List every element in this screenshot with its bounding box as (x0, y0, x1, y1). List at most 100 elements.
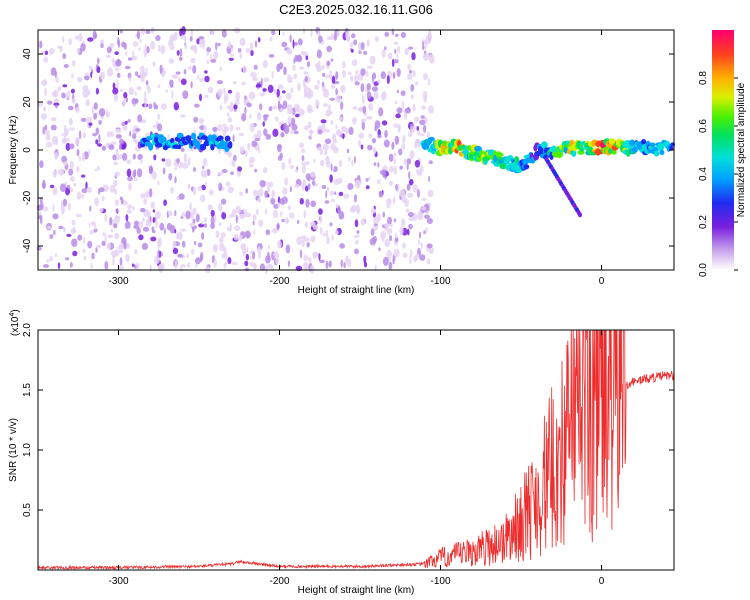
noise-speckle (170, 186, 174, 194)
noise-speckle (292, 64, 296, 71)
noise-speckle (427, 78, 431, 86)
noise-speckle (304, 125, 309, 131)
noise-speckle (244, 230, 251, 239)
noise-speckle (353, 234, 360, 238)
noise-speckle (290, 129, 295, 135)
noise-speckle (204, 94, 209, 99)
noise-speckle (229, 124, 234, 132)
noise-speckle (254, 168, 258, 173)
colorbar-gradient (712, 30, 734, 270)
noise-speckle (393, 123, 399, 128)
signal-mark (228, 141, 233, 149)
noise-speckle (46, 129, 50, 139)
y-tick-label: -20 (22, 190, 33, 205)
noise-speckle (144, 100, 147, 110)
noise-speckle (347, 71, 352, 76)
noise-speckle (262, 59, 268, 69)
noise-speckle (390, 223, 393, 228)
noise-speckle (63, 136, 67, 143)
noise-speckle (125, 51, 128, 56)
noise-speckle (86, 186, 93, 193)
noise-speckle (219, 104, 223, 111)
noise-speckle (343, 193, 350, 199)
noise-speckle (285, 187, 288, 193)
noise-speckle (297, 220, 300, 224)
noise-speckle (351, 204, 357, 213)
noise-speckle (366, 65, 373, 69)
noise-speckle (427, 189, 434, 198)
noise-speckle (380, 230, 387, 240)
noise-speckle (280, 210, 283, 218)
noise-speckle (114, 171, 120, 177)
noise-speckle (365, 178, 369, 182)
noise-speckle (301, 110, 305, 115)
noise-speckle (230, 53, 234, 57)
noise-speckle (309, 128, 313, 139)
noise-speckle (342, 133, 345, 140)
noise-speckle (249, 122, 255, 132)
noise-speckle (329, 174, 333, 183)
noise-speckle (199, 39, 202, 48)
noise-speckle (257, 246, 261, 254)
noise-speckle (301, 148, 306, 153)
noise-speckle (305, 161, 310, 165)
noise-speckle (172, 240, 177, 250)
noise-speckle (57, 262, 61, 270)
noise-speckle (303, 210, 307, 219)
noise-speckle (403, 111, 408, 120)
noise-speckle (88, 149, 91, 155)
noise-speckle (62, 36, 65, 43)
noise-speckle (333, 33, 338, 41)
noise-speckle (306, 242, 310, 248)
noise-speckle (219, 66, 223, 72)
noise-speckle (193, 116, 199, 123)
noise-speckle (160, 44, 166, 55)
noise-speckle (181, 212, 186, 218)
noise-speckle (210, 216, 215, 225)
noise-speckle (70, 176, 75, 182)
noise-speckle (199, 93, 202, 102)
signal-mark (176, 145, 182, 150)
noise-speckle (416, 125, 420, 131)
noise-speckle (345, 31, 350, 41)
noise-speckle (155, 35, 161, 41)
noise-speckle (260, 77, 263, 85)
noise-speckle (411, 52, 416, 61)
noise-speckle (214, 214, 217, 224)
noise-speckle (412, 103, 416, 112)
noise-speckle (396, 89, 399, 94)
noise-speckle (369, 55, 376, 65)
noise-speckle (52, 187, 58, 196)
noise-speckle (112, 87, 119, 95)
noise-speckle (381, 91, 387, 101)
noise-speckle (279, 198, 286, 205)
noise-speckle (190, 57, 196, 64)
noise-speckle (161, 103, 167, 110)
noise-speckle (94, 224, 97, 230)
noise-speckle (93, 102, 98, 110)
noise-speckle (386, 75, 390, 85)
noise-speckle (62, 198, 68, 207)
noise-speckle (146, 46, 150, 54)
noise-speckle (90, 262, 93, 269)
noise-speckle (394, 135, 400, 145)
signal-mark (217, 135, 224, 141)
noise-speckle (335, 95, 342, 103)
noise-speckle (318, 35, 323, 43)
noise-speckle (293, 73, 298, 80)
noise-speckle (399, 165, 404, 170)
noise-speckle (303, 254, 308, 262)
noise-speckle (426, 210, 429, 215)
noise-speckle (257, 197, 262, 204)
noise-speckle (108, 144, 115, 150)
noise-speckle (55, 76, 59, 83)
noise-speckle (227, 151, 232, 158)
noise-speckle (72, 250, 78, 257)
noise-speckle (195, 257, 201, 265)
noise-speckle (288, 157, 292, 165)
noise-speckle (117, 265, 125, 270)
noise-speckle (112, 154, 117, 161)
noise-speckle (386, 198, 392, 206)
noise-speckle (363, 255, 367, 264)
noise-speckle (127, 57, 133, 61)
